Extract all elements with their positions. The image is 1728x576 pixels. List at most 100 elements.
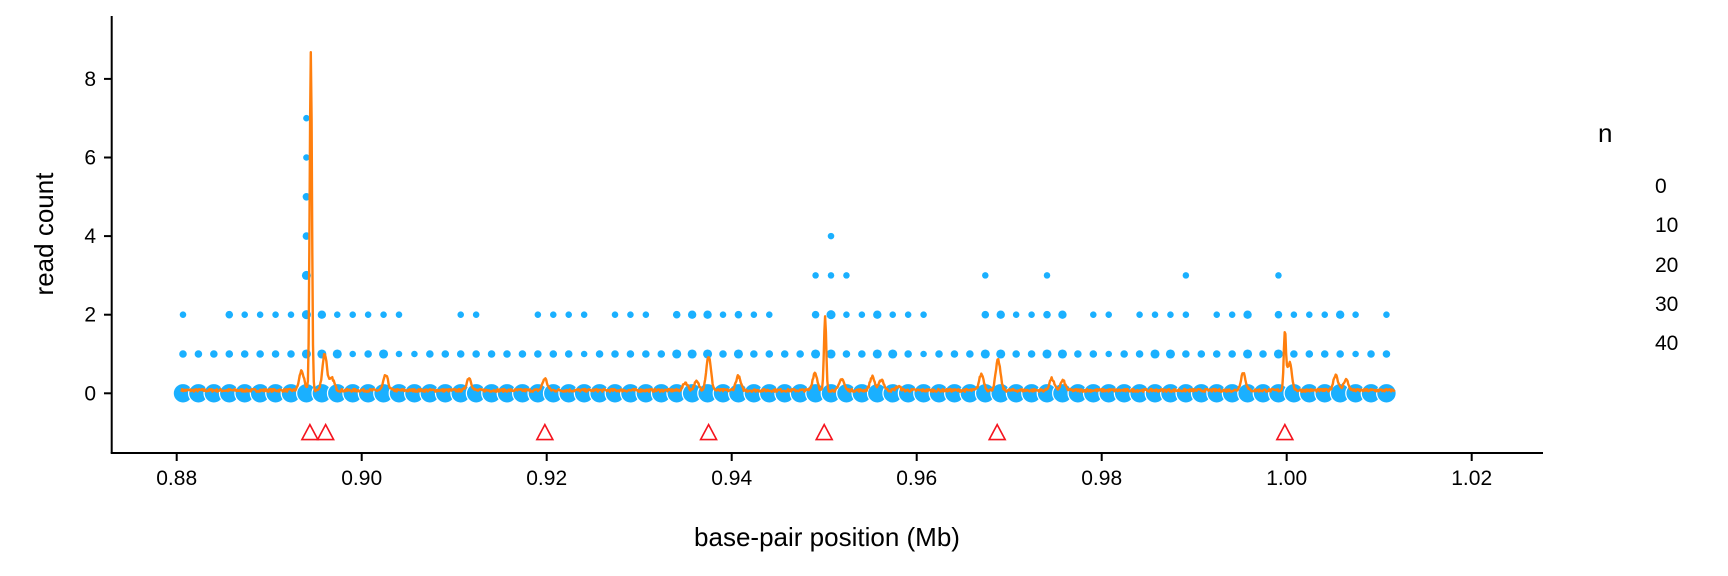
data-point (1336, 350, 1344, 358)
data-point (1074, 350, 1082, 358)
data-point (580, 350, 588, 358)
data-point (842, 350, 851, 358)
data-point (982, 272, 989, 279)
data-point (1027, 350, 1036, 358)
triangle-marker (316, 422, 335, 441)
data-point (1212, 350, 1221, 358)
data-point (549, 350, 558, 358)
data-point (996, 310, 1005, 319)
data-point (210, 350, 218, 358)
x-tick-label: 0.94 (711, 467, 752, 490)
data-point (1335, 310, 1345, 319)
data-point (672, 349, 682, 359)
data-point (719, 350, 727, 358)
data-point (317, 310, 327, 319)
data-point (472, 311, 480, 318)
data-point (920, 311, 927, 318)
data-point (1105, 350, 1112, 358)
x-tick-label: 0.88 (156, 467, 197, 490)
data-point (225, 350, 234, 358)
triangle-marker (987, 422, 1007, 441)
data-point (1367, 350, 1375, 358)
data-point (179, 311, 187, 318)
x-tick-label: 0.96 (896, 467, 937, 490)
data-point (302, 193, 311, 201)
data-point (734, 310, 743, 319)
data-point (1259, 350, 1267, 358)
data-point (1321, 311, 1329, 318)
triangle-marker (814, 422, 834, 441)
data-point (611, 311, 619, 318)
data-point (379, 349, 389, 359)
data-point (595, 350, 604, 358)
data-point (272, 311, 279, 318)
data-point (411, 350, 418, 358)
data-point (1274, 310, 1283, 319)
y-tick-label: 6 (84, 147, 96, 170)
data-point (240, 350, 249, 358)
data-point (796, 350, 804, 358)
data-point (750, 311, 758, 318)
data-point (1028, 311, 1035, 318)
data-point (843, 272, 850, 279)
coverage-line (180, 51, 1396, 393)
data-point (1120, 350, 1128, 358)
data-point (627, 311, 634, 318)
data-point (626, 350, 635, 358)
data-point (441, 350, 450, 358)
data-point (534, 350, 542, 358)
data-point (981, 310, 990, 319)
data-point (1383, 311, 1390, 318)
data-point (1012, 311, 1020, 318)
data-point (1089, 350, 1098, 358)
data-point (1151, 311, 1159, 318)
data-point (826, 349, 836, 359)
data-point (1243, 349, 1253, 359)
data-point (1182, 272, 1190, 279)
data-point (457, 311, 464, 318)
data-point (780, 350, 789, 358)
data-point (1042, 349, 1052, 359)
data-point (395, 350, 403, 358)
x-tick-label: 1.00 (1266, 467, 1307, 490)
data-point (472, 350, 480, 358)
points-layer (172, 114, 1397, 404)
data-point (179, 350, 187, 358)
data-point (703, 310, 712, 319)
data-point (518, 350, 527, 358)
data-point (766, 311, 773, 318)
data-point (1376, 382, 1397, 404)
data-point (256, 350, 264, 358)
data-point (935, 350, 943, 358)
data-point (487, 350, 496, 358)
data-point (765, 350, 774, 358)
data-point (873, 310, 882, 319)
data-point (719, 311, 727, 318)
y-tick-label: 8 (84, 68, 96, 91)
data-point (380, 311, 387, 318)
data-point (332, 349, 342, 359)
data-point (966, 350, 974, 358)
data-point (657, 350, 666, 358)
data-point (271, 350, 280, 358)
data-point (1182, 311, 1190, 318)
data-point (872, 349, 882, 359)
line-layer (180, 51, 1396, 393)
data-point (827, 232, 835, 240)
data-point (395, 311, 403, 318)
data-point (642, 350, 650, 358)
triangle-marker (535, 422, 555, 441)
data-point (1305, 350, 1314, 358)
data-point (303, 154, 310, 161)
legend-label: 0 (1655, 175, 1667, 198)
data-point (1306, 311, 1313, 318)
legend-label: 10 (1655, 214, 1678, 237)
data-point (1273, 349, 1283, 359)
data-point (550, 311, 557, 318)
legend-label: 40 (1655, 332, 1678, 355)
triangle-marker (1275, 422, 1295, 441)
triangle-marker (300, 422, 320, 441)
x-axis-title: base-pair position (Mb) (694, 522, 960, 552)
legend-label: 30 (1655, 293, 1678, 316)
